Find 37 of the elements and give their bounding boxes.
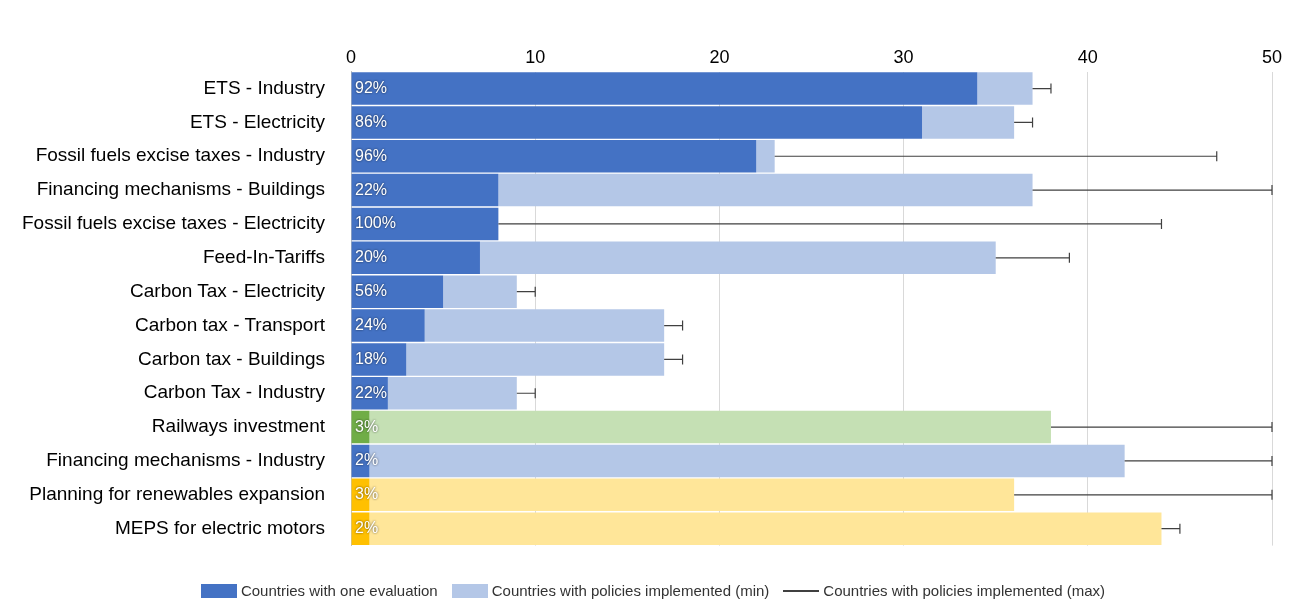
y-tick-label: Carbon Tax - Electricity [130, 279, 326, 301]
y-tick-label: Financing mechanisms - Buildings [36, 178, 326, 200]
annotation: 86% [355, 112, 388, 130]
annotation: 22% [355, 383, 388, 401]
annotation: 22% [355, 180, 388, 198]
x-tick-label: 30 [893, 46, 914, 67]
y-tick-label: ETS - Electricity [189, 110, 326, 132]
x-tick-label: 40 [1077, 46, 1098, 67]
annotation: 18% [355, 349, 388, 367]
annotation: 24% [355, 315, 388, 333]
annotation: 96% [355, 146, 388, 164]
legend-label: Countries with policies implemented (min) [491, 582, 770, 599]
bar [351, 173, 499, 207]
annotation: 92% [355, 78, 388, 96]
text: Countries with policies implemented (max) [823, 582, 1106, 599]
y-tick-label: Fossil fuels excise taxes - Electricity [21, 212, 326, 234]
annotation: 100% [355, 214, 396, 232]
y-tick-label: Fossil fuels excise taxes - Industry [35, 144, 326, 166]
y-tick-label: Feed-In-Tariffs [202, 246, 326, 268]
x-tick-label: 50 [1261, 46, 1283, 67]
x-tick-label: 10 [525, 46, 546, 67]
y-tick-label: ETS - Industry [203, 76, 326, 98]
y-tick-label: Railways investment [151, 415, 326, 437]
x-tick-label: 20 [709, 46, 730, 67]
bar [498, 173, 1033, 207]
y-tick-label: Carbon tax - Transport [134, 313, 326, 335]
y-tick-label: Carbon tax - Buildings [138, 347, 326, 369]
y-tick-label: Carbon Tax - Industry [143, 381, 326, 403]
y-tick-label: MEPS for electric motors [114, 516, 326, 538]
annotation: 20% [355, 248, 388, 266]
y-tick-label: Financing mechanisms - Industry [46, 449, 326, 471]
x-tick-label: 0 [346, 46, 357, 67]
annotation: 56% [355, 282, 388, 300]
bar [756, 139, 775, 173]
y-tick-label: Planning for renewables expansion [29, 483, 326, 505]
legend-label: Countries with one evaluation [240, 582, 438, 599]
bar [351, 207, 499, 241]
